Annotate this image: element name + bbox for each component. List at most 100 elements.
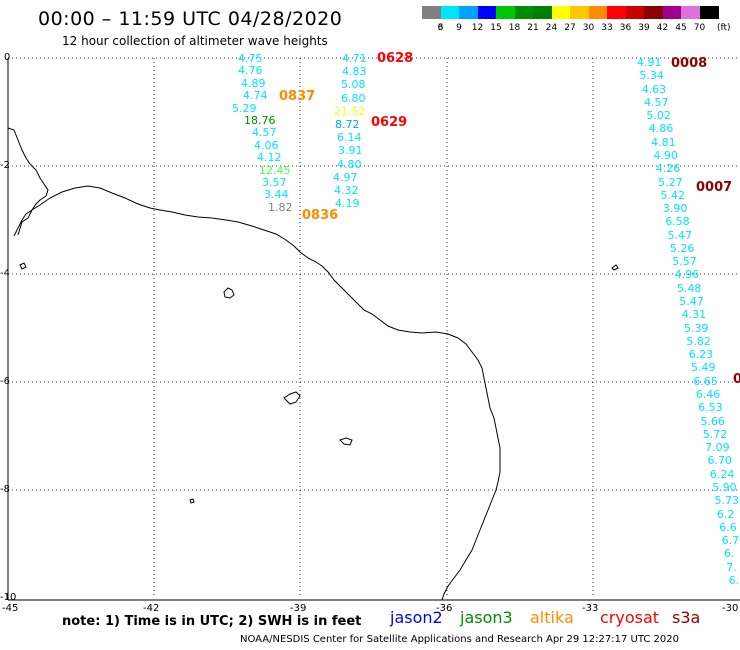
wave-height-value: 5.34 bbox=[639, 69, 664, 83]
island-6 bbox=[189, 498, 195, 504]
pass-label: 0007 bbox=[696, 180, 733, 195]
lat-label-minus6: -6 bbox=[0, 376, 10, 387]
legend-swatch bbox=[570, 6, 589, 19]
legend-swatch bbox=[662, 6, 682, 19]
wave-height-value: 4.89 bbox=[241, 76, 266, 90]
wave-height-value: 4.71 bbox=[342, 52, 367, 65]
legend-tick-label: 36 bbox=[619, 23, 632, 33]
legend-swatch bbox=[551, 6, 571, 19]
wave-height-value: 4.19 bbox=[335, 197, 360, 211]
legend-swatch bbox=[644, 6, 663, 19]
legend-swatch bbox=[440, 6, 460, 19]
wave-height-value: 4.57 bbox=[644, 95, 669, 109]
wave-height-value: 18.76 bbox=[244, 114, 276, 127]
wave-height-value: 4.90 bbox=[653, 148, 678, 162]
map-title: 00:00 – 11:59 UTC 04/28/2020 bbox=[38, 8, 343, 30]
wave-height-value: 5.47 bbox=[679, 295, 704, 309]
legend-tick-label: 45 bbox=[675, 23, 687, 33]
pass-label: 0628 bbox=[377, 51, 414, 66]
wave-height-value: 6.80 bbox=[341, 91, 366, 105]
legend-swatch bbox=[681, 6, 700, 19]
lat-label-minus4: -4 bbox=[0, 268, 10, 279]
legend-tick-label: 30 bbox=[582, 23, 595, 33]
wave-height-value: 7.09 bbox=[705, 441, 730, 455]
legend-swatch bbox=[699, 6, 719, 19]
legend-swatch bbox=[496, 6, 515, 19]
legend-tick-label: 9 bbox=[456, 23, 462, 33]
wave-height-value: 5.49 bbox=[691, 361, 716, 375]
wave-height-value: 4.26 bbox=[655, 162, 681, 176]
legend-swatch bbox=[459, 6, 478, 19]
wave-height-value: 6.58 bbox=[665, 215, 690, 229]
lat-label-0: 0 bbox=[4, 52, 11, 63]
wave-height-value: 5.26 bbox=[669, 241, 695, 255]
island-5 bbox=[19, 262, 27, 270]
legend-tick-label: 39 bbox=[638, 23, 650, 33]
wave-height-value: 6.70 bbox=[707, 454, 733, 468]
wave-height-value: 6.6 bbox=[719, 520, 737, 534]
pass-label: 0008 bbox=[671, 56, 708, 71]
wave-height-value: 5.29 bbox=[232, 101, 257, 115]
wave-height-value: 1.82 bbox=[268, 200, 293, 214]
wave-height-value: 5.48 bbox=[676, 281, 702, 295]
graticule bbox=[8, 57, 740, 598]
wave-height-value: 5.08 bbox=[341, 78, 366, 92]
wave-height-value: 3.57 bbox=[262, 176, 287, 189]
legend-tick-label: 15 bbox=[490, 23, 502, 33]
wave-height-value: 5.39 bbox=[684, 321, 709, 335]
lon-label-minus45: -45 bbox=[2, 603, 19, 614]
wave-height-value: 3.90 bbox=[662, 202, 688, 216]
lon-label-minus39: -39 bbox=[290, 603, 307, 614]
wave-height-value: 6.7 bbox=[721, 534, 740, 548]
legend-swatch bbox=[477, 6, 497, 19]
wave-height-value: 4.74 bbox=[243, 89, 268, 103]
wave-height-value: 5.47 bbox=[667, 228, 693, 242]
wave-height-value: 7. bbox=[726, 560, 737, 574]
legend-tick-label: 24 bbox=[545, 23, 558, 33]
lon-label-minus42: -42 bbox=[143, 603, 160, 614]
lon-label-minus30: -30 bbox=[722, 603, 739, 614]
wave-height-value: 6.23 bbox=[688, 348, 714, 362]
wave-height-value: 6.24 bbox=[709, 467, 735, 481]
wave-height-value: 4.96 bbox=[674, 268, 700, 282]
wave-height-value: 5.57 bbox=[672, 255, 697, 269]
pass-label: 0629 bbox=[371, 115, 408, 130]
wave-height-value: 4.97 bbox=[333, 170, 358, 184]
wave-height-value: 4.31 bbox=[681, 308, 707, 322]
legend-swatch bbox=[625, 6, 645, 19]
legend-tick-label: 6 bbox=[437, 23, 444, 33]
wave-height-value: 4.12 bbox=[257, 151, 282, 165]
legend-tick-label: 21 bbox=[527, 23, 539, 33]
wave-height-value: 6. bbox=[723, 547, 735, 561]
wave-height-value: 6. bbox=[728, 573, 740, 587]
legend-tick-label: 12 bbox=[471, 23, 484, 33]
wave-height-value: 6.46 bbox=[695, 388, 721, 401]
wave-height-value: 6.14 bbox=[337, 131, 362, 145]
wave-height-value: 21.52 bbox=[334, 104, 366, 118]
wave-height-value: 12.45 bbox=[259, 163, 291, 177]
wave-height-value: 5.66 bbox=[700, 414, 725, 428]
wave-height-value: 5.82 bbox=[686, 334, 711, 348]
wave-height-value: 4.63 bbox=[641, 82, 667, 96]
legend-swatch bbox=[422, 6, 441, 19]
satellite-s3a: s3a bbox=[672, 608, 701, 627]
legend-swatch bbox=[607, 6, 626, 19]
wave-height-value: 4.80 bbox=[337, 157, 362, 171]
legend-swatch bbox=[533, 6, 552, 19]
island-1 bbox=[223, 287, 235, 299]
footer-credit: NOAA/NESDIS Center for Satellite Applica… bbox=[240, 634, 679, 645]
wave-height-value: 5.02 bbox=[646, 109, 671, 123]
wave-height-value: 6.53 bbox=[698, 401, 723, 415]
legend-tick-label: 33 bbox=[601, 23, 613, 33]
wave-height-value: 4.83 bbox=[342, 65, 367, 79]
wave-height-value: 5.27 bbox=[658, 175, 683, 189]
island-2 bbox=[283, 391, 301, 405]
wave-height-value: 5.90 bbox=[712, 480, 737, 494]
lon-label-minus36: -36 bbox=[436, 603, 453, 614]
legend-tick-label: 27 bbox=[564, 23, 576, 33]
lat-label-minus2: -2 bbox=[0, 160, 10, 171]
pass-label: 0 bbox=[733, 372, 740, 387]
lon-label-minus33: -33 bbox=[582, 603, 599, 614]
pass-label: 0837 bbox=[279, 89, 316, 104]
satellite-cryosat: cryosat bbox=[600, 608, 660, 627]
